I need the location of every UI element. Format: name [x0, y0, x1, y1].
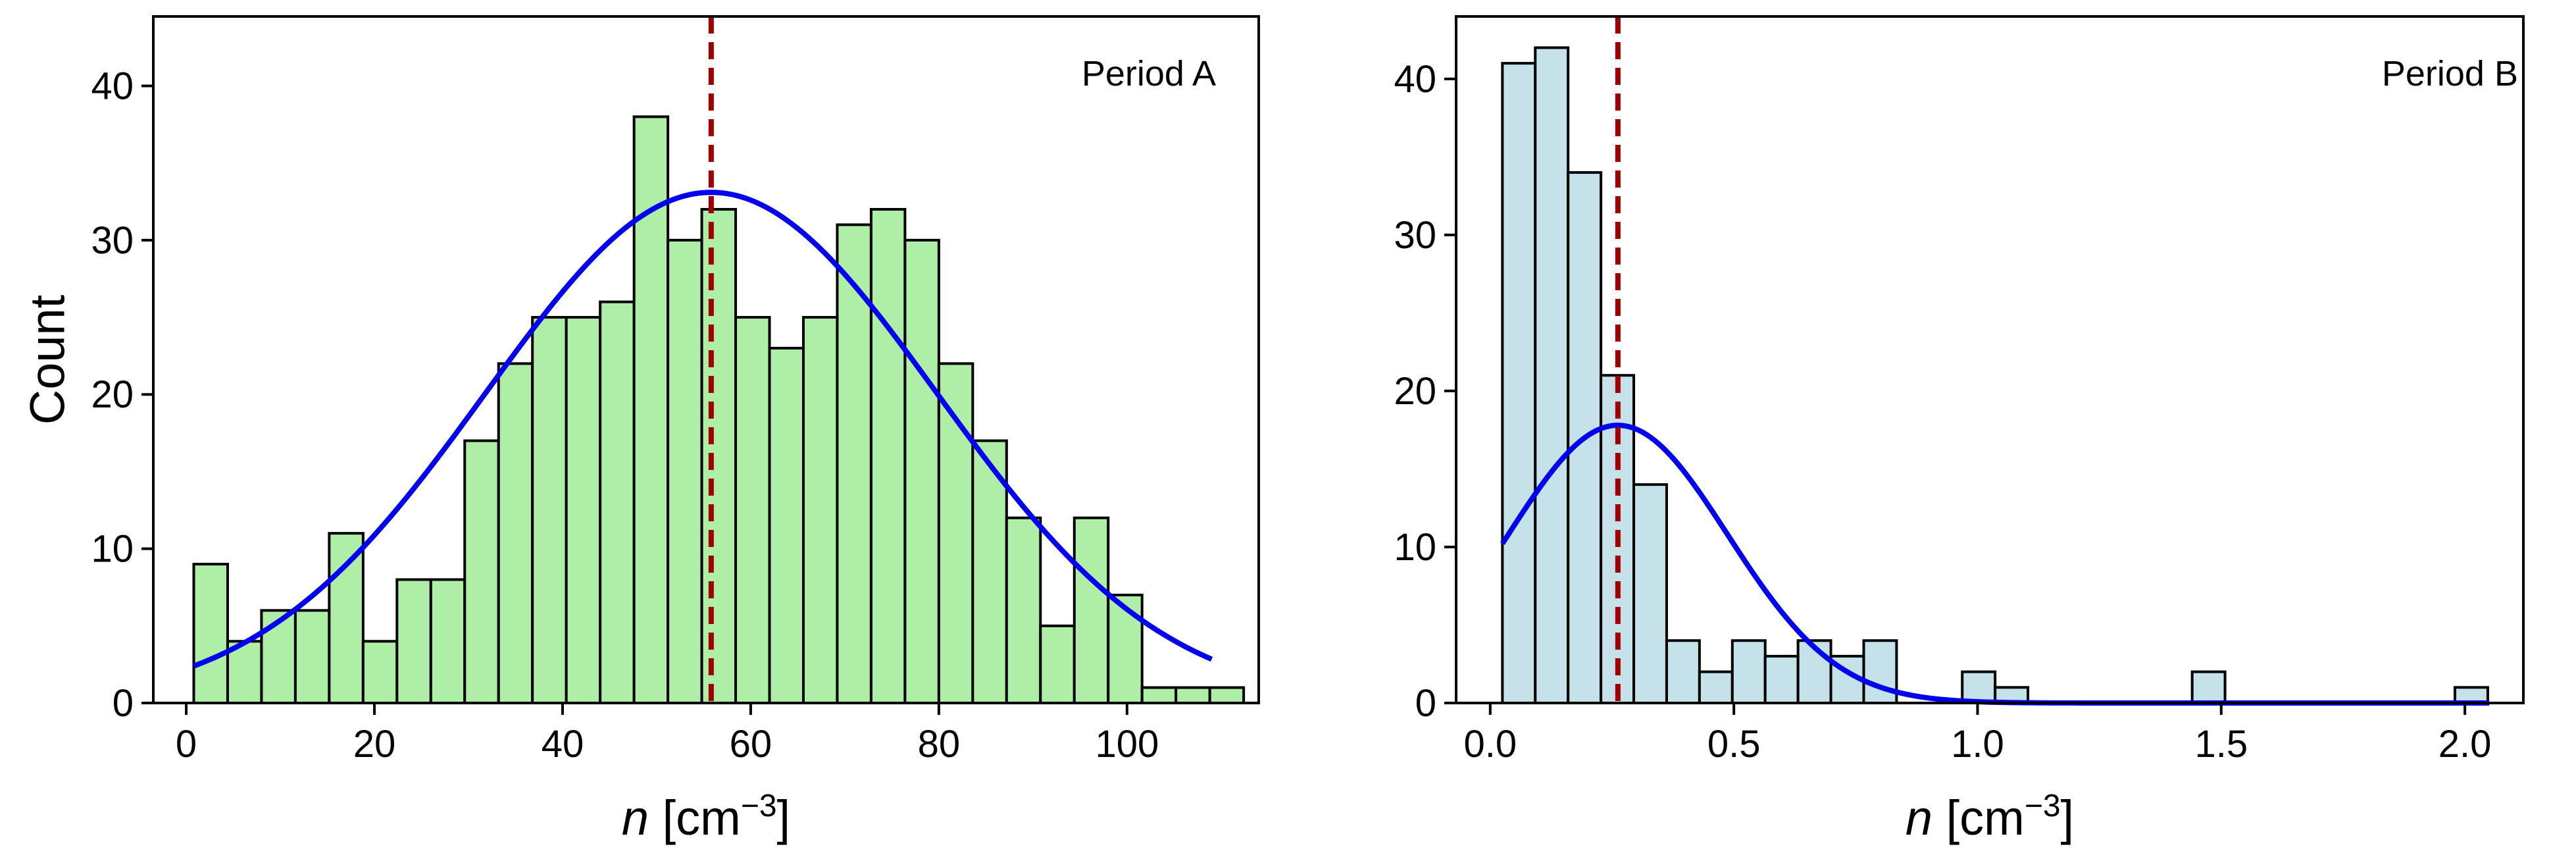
histogram-bar	[497, 362, 534, 704]
x-axis-variable: n	[622, 791, 649, 845]
y-tick-label: 20	[1394, 370, 1436, 413]
y-tick-label: 10	[91, 528, 134, 571]
bars-period-b	[1501, 46, 2489, 705]
histogram-bar	[1073, 516, 1110, 704]
axes-frame-period-b	[1455, 15, 2525, 704]
histogram-bar	[192, 563, 229, 704]
x-axis-label-period-a: n [cm−3]	[622, 789, 790, 845]
y-tick-label: 30	[91, 219, 134, 262]
x-axis-unit-open: [cm	[1932, 791, 2025, 845]
histogram-bar	[667, 238, 703, 704]
histogram-bar	[1862, 639, 1898, 705]
y-tick-label: 0	[113, 682, 134, 725]
x-tick-label: 0	[176, 723, 197, 766]
histogram-bar	[328, 532, 365, 704]
histogram-bar	[599, 300, 636, 704]
x-tick-label: 40	[542, 723, 584, 766]
histogram-bar	[361, 640, 399, 704]
x-tick-label: 100	[1095, 723, 1159, 766]
histogram-bar	[1501, 62, 1537, 704]
panel-title-period-b: Period B	[2382, 54, 2518, 93]
bars-period-a	[192, 115, 1246, 705]
histogram-bar	[1665, 639, 1701, 705]
histogram-bar	[1796, 639, 1832, 705]
x-tick-label: 60	[730, 723, 772, 766]
x-axis-unit-open: [cm	[649, 791, 741, 845]
histogram-bar	[801, 316, 839, 705]
histogram-bar	[1107, 593, 1144, 704]
histogram-bar	[768, 346, 805, 704]
histogram-bar	[1005, 516, 1042, 704]
histogram-bar	[937, 362, 974, 704]
histogram-bar	[700, 207, 738, 704]
histogram-bar	[1730, 639, 1767, 705]
x-tick-label: 80	[918, 723, 961, 766]
x-axis-unit-exponent: −3	[741, 789, 777, 823]
histogram-bar	[565, 316, 602, 705]
axes-frame-period-a	[152, 15, 1260, 704]
y-tick-label: 30	[1394, 214, 1436, 257]
histogram-bar	[395, 578, 432, 704]
x-tick-label: 20	[353, 723, 396, 766]
x-tick-label: 0.0	[1464, 723, 1517, 766]
histogram-panel-period-b: 0.0 0.5 1.0 1.5 2.0 0 10 20 30 40 Period B n [cm…	[1394, 15, 2525, 845]
histogram-bar	[1534, 46, 1570, 704]
y-axis-label-period-a: Count	[20, 294, 75, 425]
x-ticks-period-b: 0.0 0.5 1.0 1.5 2.0	[1464, 703, 2492, 766]
x-ticks-period-a: 0 20 40 60 80 100	[176, 703, 1159, 766]
panel-title-period-a: Period A	[1082, 54, 1216, 93]
histogram-bar	[1961, 670, 1997, 704]
x-tick-label: 2.0	[2438, 723, 2492, 766]
histogram-bar	[2190, 670, 2227, 704]
histogram-bar	[1208, 686, 1246, 704]
x-tick-label: 1.5	[2194, 723, 2248, 766]
y-tick-label: 40	[91, 65, 134, 107]
gaussian-fit-curve-period-a	[193, 190, 1213, 669]
histogram-bar	[1140, 686, 1178, 704]
histogram-bar	[903, 238, 940, 704]
y-tick-label: 10	[1394, 526, 1436, 569]
y-ticks-period-b: 0 10 20 30 40	[1394, 58, 1456, 725]
histogram-bar	[1174, 686, 1211, 704]
histogram-bar	[1763, 654, 1800, 704]
histogram-bar	[1039, 624, 1076, 704]
y-tick-label: 20	[91, 373, 134, 416]
histogram-bar	[869, 207, 907, 704]
x-tick-label: 1.0	[1951, 723, 2004, 766]
histogram-bar	[463, 439, 500, 704]
x-axis-unit-exponent: −3	[2025, 789, 2061, 823]
x-axis-unit-close: ]	[777, 791, 791, 845]
histogram-bar	[293, 609, 331, 704]
histogram-bar	[429, 578, 467, 704]
x-tick-label: 0.5	[1707, 723, 1761, 766]
histogram-bar	[531, 316, 568, 705]
histogram-panel-period-a: 0 20 40 60 80 100 0 10 20 30 40 Period A n [cm−3]…	[20, 15, 1260, 845]
histogram-bar	[1698, 670, 1734, 704]
x-axis-unit-close: ]	[2061, 791, 2075, 845]
y-ticks-period-a: 0 10 20 30 40	[91, 65, 153, 725]
y-tick-label: 0	[1415, 682, 1436, 725]
x-axis-variable: n	[1906, 791, 1932, 845]
x-axis-label-period-b: n [cm−3]	[1906, 789, 2074, 845]
y-tick-label: 40	[1394, 58, 1436, 101]
histogram-bar	[734, 316, 771, 705]
histogram-bar	[1632, 483, 1668, 704]
